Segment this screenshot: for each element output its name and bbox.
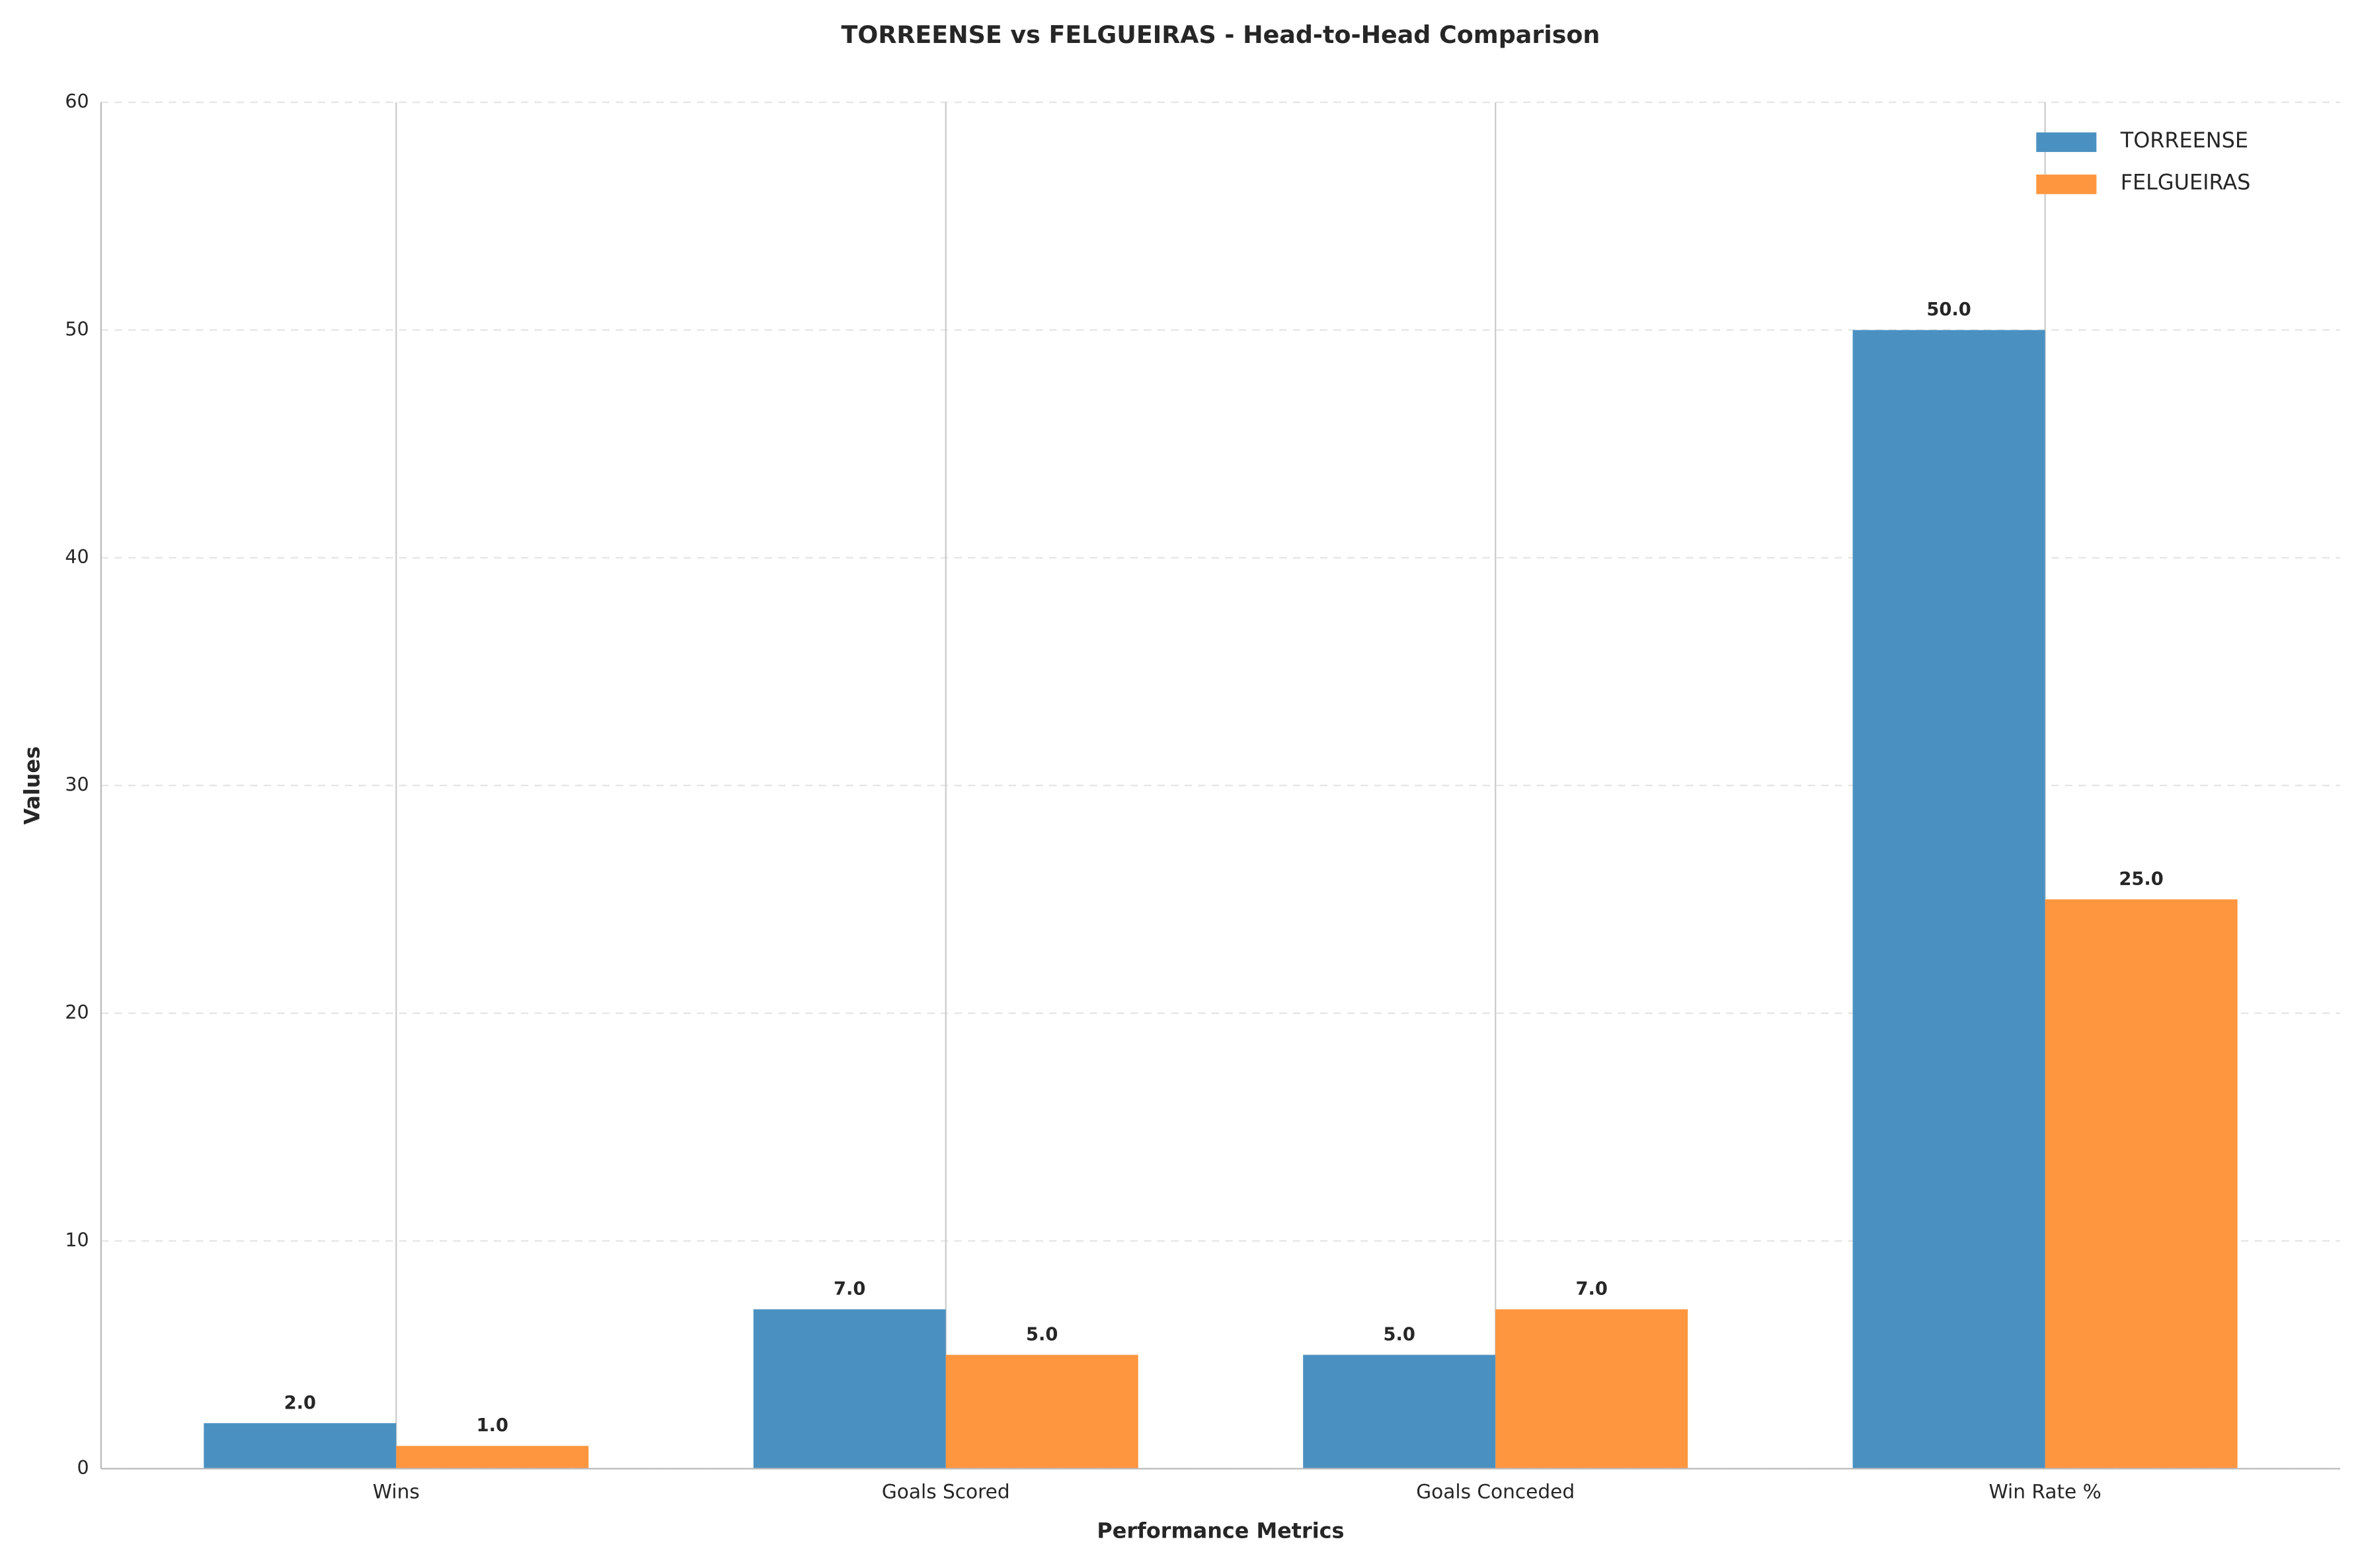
value-label: 2.0 [284, 1393, 316, 1413]
value-label: 5.0 [1026, 1324, 1058, 1345]
value-label: 7.0 [1576, 1279, 1608, 1300]
bar [1495, 1309, 1688, 1469]
legend-label: TORREENSE [2120, 128, 2248, 153]
bar [204, 1423, 397, 1469]
x-axis-label: Performance Metrics [1097, 1518, 1344, 1543]
x-tick-label: Wins [373, 1481, 420, 1503]
bar [2045, 899, 2238, 1469]
bar [396, 1446, 589, 1469]
bar [945, 1354, 1138, 1469]
bar [1852, 330, 2045, 1469]
legend-swatch [2036, 132, 2097, 152]
value-label: 7.0 [834, 1279, 865, 1300]
chart-title: TORREENSE vs FELGUEIRAS - Head-to-Head C… [842, 20, 1600, 49]
y-tick-label: 20 [65, 1001, 89, 1023]
y-tick-label: 50 [65, 318, 89, 340]
value-label: 25.0 [2119, 869, 2163, 889]
bar [1303, 1354, 1496, 1469]
y-tick-label: 40 [65, 546, 89, 568]
value-label: 5.0 [1383, 1324, 1415, 1345]
x-tick-label: Win Rate % [1988, 1481, 2101, 1503]
y-tick-label: 10 [65, 1229, 89, 1251]
legend-swatch [2036, 175, 2097, 194]
value-label: 50.0 [1926, 299, 1971, 320]
y-axis-label: Values [19, 746, 44, 825]
value-label: 1.0 [477, 1415, 508, 1436]
y-tick-label: 30 [65, 773, 89, 795]
y-tick-label: 60 [65, 91, 89, 112]
x-tick-label: Goals Scored [882, 1481, 1010, 1503]
y-tick-label: 0 [77, 1457, 89, 1479]
x-tick-label: Goals Conceded [1416, 1481, 1575, 1503]
bar [753, 1309, 946, 1469]
legend-label: FELGUEIRAS [2121, 170, 2251, 195]
